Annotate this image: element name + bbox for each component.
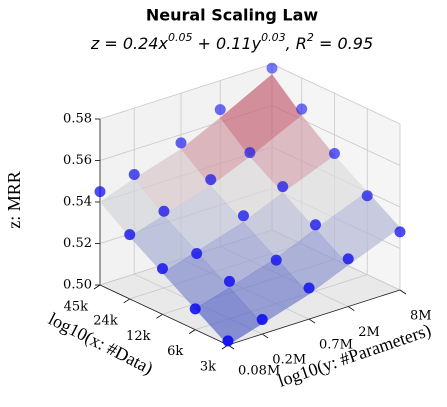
x-tick: [93, 284, 101, 290]
data-point: [361, 190, 373, 202]
x-tick: [189, 329, 196, 334]
data-point: [222, 335, 234, 347]
y-tick-label: 0.7M: [319, 338, 353, 353]
y-tick-label: 2M: [358, 325, 380, 340]
data-point: [158, 205, 170, 217]
data-point: [256, 314, 268, 326]
axis-line: [99, 284, 229, 346]
data-point: [223, 275, 235, 287]
z-tick-label: 0.50: [63, 278, 92, 293]
y-tick: [308, 318, 316, 324]
chart-title: Neural Scaling Law: [146, 6, 319, 25]
data-point: [244, 147, 256, 159]
z-axis-label: z: MRR: [4, 171, 24, 229]
data-point: [175, 137, 187, 149]
x-tick: [156, 313, 163, 319]
subtitle-part: = 0.95: [314, 34, 373, 53]
data-point: [309, 219, 321, 231]
y-tick: [262, 333, 269, 339]
data-point: [303, 282, 315, 294]
data-point: [237, 210, 249, 222]
data-point: [191, 248, 203, 260]
y-tick-label: 8M: [410, 309, 432, 324]
data-point: [156, 263, 168, 275]
superscript: 0.03: [261, 31, 286, 44]
x-tick-label: 6k: [167, 344, 183, 359]
data-point: [205, 174, 217, 186]
z-tick-label: 0.54: [63, 195, 92, 210]
z-tick-label: 0.56: [63, 153, 92, 168]
subtitle-part: + 0.11y: [192, 34, 261, 53]
grid-line: [99, 63, 273, 120]
x-tick: [123, 298, 130, 304]
data-point: [328, 147, 340, 159]
subtitle-part: , R: [286, 34, 307, 53]
x-tick-label: 12k: [126, 329, 151, 344]
z-tick-label: 0.52: [63, 236, 92, 251]
y-tick: [399, 289, 407, 295]
y-tick-label: 0.2M: [272, 353, 306, 368]
x-tick-label: 45k: [64, 300, 89, 315]
chart-subtitle: z = 0.24x0.05 + 0.11y0.03, R2 = 0.95: [90, 31, 373, 53]
x-tick-label: 24k: [93, 313, 118, 328]
data-point: [124, 229, 136, 241]
axis-line: [227, 289, 401, 346]
data-point: [277, 181, 289, 193]
data-point: [394, 226, 406, 238]
subtitle-part: z = 0.24x: [90, 34, 169, 53]
data-point: [270, 254, 282, 266]
surface-patch: [194, 287, 263, 346]
grid-line: [271, 63, 401, 125]
x-tick-label: 3k: [200, 360, 216, 375]
superscript: 0.05: [168, 31, 193, 44]
superscript: 2: [307, 31, 314, 44]
data-point: [342, 253, 354, 265]
data-point: [266, 62, 278, 74]
z-tick-label: 0.58: [63, 112, 92, 127]
data-point: [214, 104, 226, 116]
y-tick: [348, 306, 355, 311]
data-point: [128, 168, 140, 180]
data-point: [296, 103, 308, 115]
data-point: [189, 303, 201, 315]
data-point: [94, 186, 106, 198]
y-tick-label: 0.08M: [238, 364, 280, 379]
